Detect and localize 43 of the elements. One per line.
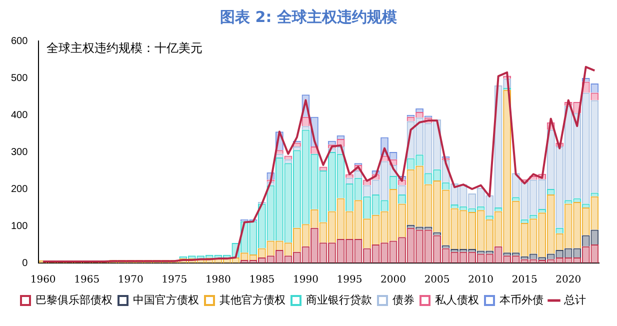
legend-label: 债券 bbox=[392, 293, 414, 306]
legend-label: 巴黎俱乐部债权 bbox=[36, 293, 112, 306]
bar bbox=[538, 208, 546, 213]
legend-label: 其他官方债权 bbox=[220, 293, 286, 306]
y-tick-label: 400 bbox=[10, 110, 28, 121]
x-tick-label: 1965 bbox=[74, 274, 100, 286]
x-tick-label: 1970 bbox=[118, 274, 144, 286]
bar bbox=[328, 140, 336, 145]
legend-label: 本币外债 bbox=[500, 293, 544, 306]
x-tick-label: 1975 bbox=[162, 274, 188, 286]
y-tick-label: 500 bbox=[10, 72, 28, 84]
x-tick-label: 1985 bbox=[249, 274, 275, 286]
bar bbox=[590, 192, 599, 196]
bar bbox=[520, 219, 529, 224]
chart-subtitle: 全球主权违约规模：十亿美元 bbox=[46, 41, 203, 56]
legend-label: 总计 bbox=[563, 293, 586, 306]
bar bbox=[416, 108, 424, 112]
bar bbox=[276, 154, 284, 158]
x-tick-label: 2020 bbox=[556, 274, 582, 286]
y-tick-label: 0 bbox=[22, 258, 28, 269]
x-tick-label: 2010 bbox=[468, 274, 494, 286]
bar bbox=[512, 197, 520, 201]
bar bbox=[486, 216, 494, 220]
bar bbox=[346, 174, 354, 178]
bar bbox=[494, 208, 502, 212]
y-tick-label: 100 bbox=[10, 220, 28, 232]
y-tick-label: 600 bbox=[10, 36, 28, 47]
legend-label: 中国官方债权 bbox=[133, 293, 199, 306]
x-tick-label: 1980 bbox=[205, 274, 231, 286]
chart-title: 图表 2: 全球主权违约规模 bbox=[219, 8, 398, 28]
bar bbox=[582, 204, 590, 208]
x-tick-label: 1960 bbox=[30, 274, 56, 286]
x-tick-label: 2015 bbox=[512, 274, 538, 286]
bar bbox=[293, 146, 301, 150]
y-tick-label: 300 bbox=[10, 146, 28, 158]
legend-label: 私人债权 bbox=[435, 293, 479, 306]
y-tick-label: 200 bbox=[10, 184, 28, 195]
x-tick-label: 1990 bbox=[292, 274, 318, 286]
legend-label: 商业银行贷款 bbox=[306, 293, 372, 306]
x-tick-label: 1995 bbox=[336, 274, 362, 286]
bar bbox=[529, 214, 538, 219]
x-tick-label: 2005 bbox=[424, 274, 450, 286]
x-tick-label: 2000 bbox=[380, 274, 406, 286]
